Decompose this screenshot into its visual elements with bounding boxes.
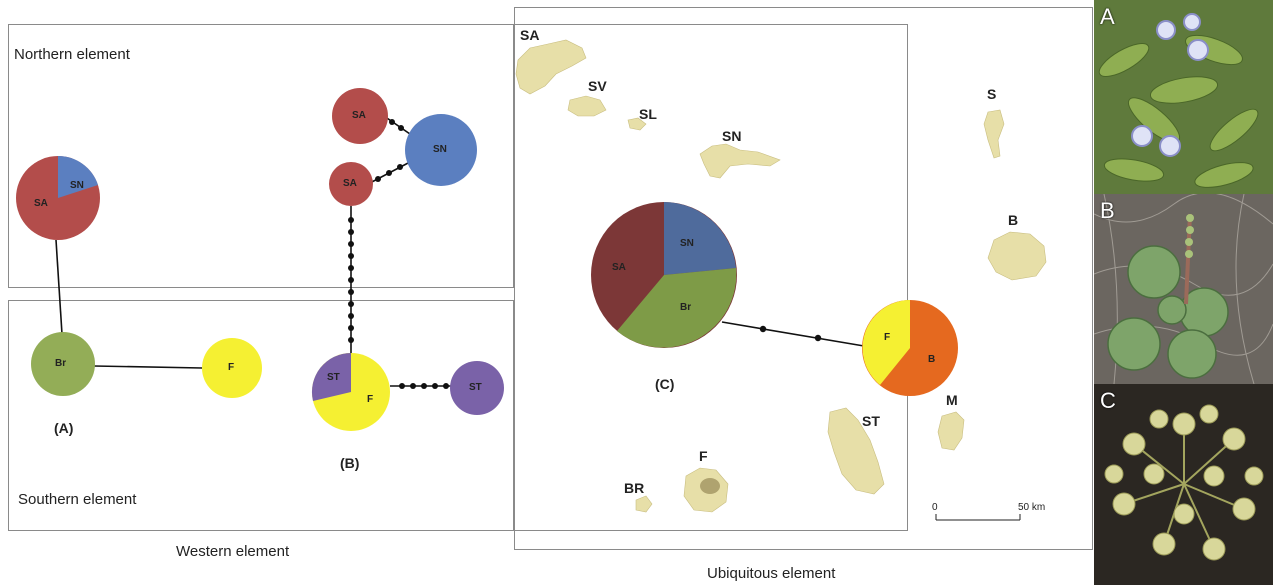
scale-label-start: 0 [932, 502, 938, 513]
node-label-st: ST [327, 372, 340, 383]
mutation-dot [759, 325, 767, 333]
node-b-sa-top [332, 88, 388, 144]
island-boa-vista [987, 231, 1047, 281]
ubiquitous-element-label: Ubiquitous element [707, 565, 836, 582]
photo-c-umbel-flowers: C [1094, 384, 1273, 585]
edge-sa-sn-1 [383, 115, 411, 135]
mutation-dot [348, 265, 354, 271]
mutation-dot [410, 383, 416, 389]
island-label-br: BR [624, 480, 645, 496]
island-label-b: B [1008, 212, 1019, 228]
node-label-br: Br [680, 302, 692, 313]
mutation-dot [348, 325, 354, 331]
mutation-dot [399, 383, 405, 389]
photo-label-c: C [1100, 388, 1116, 413]
edge-br-f [93, 365, 203, 369]
node-a-f [202, 338, 262, 398]
node-label-f: F [367, 394, 374, 405]
mutation-dot [348, 337, 354, 343]
northern-element-label: Northern element [14, 46, 130, 63]
node-b-sa-mid [329, 162, 373, 206]
edge-c-b [721, 321, 865, 347]
map-frame-line [514, 24, 908, 531]
island-shapes [515, 39, 1047, 513]
mutation-dot [432, 383, 438, 389]
mutation-dot [375, 176, 381, 182]
node-label-f: F [884, 332, 891, 343]
node-b-st-f-pie [311, 352, 390, 431]
mutation-dot [348, 253, 354, 259]
haplotype-network-diagram [16, 39, 1047, 521]
mutation-dot [398, 125, 404, 131]
island-santiago [827, 407, 885, 495]
island-brava [635, 495, 653, 513]
node-c-large-pie [591, 202, 737, 348]
island-label-s: S [987, 86, 997, 102]
node-label-b: B [928, 354, 936, 365]
southern-element-label: Southern element [18, 491, 137, 508]
island-sao-nicolau [699, 143, 781, 179]
photo-label-a: A [1100, 4, 1115, 29]
mutation-steps [348, 119, 822, 389]
mutation-dot [814, 334, 822, 342]
island-label-sl: SL [639, 106, 657, 122]
island-label-m: M [946, 392, 958, 408]
mutation-dot [348, 277, 354, 283]
fogo-crater [700, 478, 720, 494]
island-santa-luzia [627, 117, 647, 131]
node-label-sa: SA [612, 262, 626, 273]
node-label-sn: SN [680, 238, 694, 249]
scale-bar [935, 514, 1021, 521]
node-b-st-right [450, 361, 504, 415]
mutation-dot [348, 229, 354, 235]
ubiquitous-element-box [514, 7, 1093, 550]
scale-label-end: 50 km [1018, 502, 1046, 513]
photo-label-b: B [1100, 198, 1115, 223]
mutation-dot [348, 289, 354, 295]
node-c-f-b-pie [862, 300, 958, 396]
island-label-sv: SV [588, 78, 607, 94]
node-label-st: ST [469, 382, 482, 393]
island-sal [983, 109, 1005, 159]
mutation-dot [348, 241, 354, 247]
island-maio [937, 411, 965, 451]
node-label-sa: SA [343, 178, 357, 189]
northern-element-box [8, 24, 514, 288]
island-sao-vicente [567, 95, 607, 117]
island-label-st: ST [862, 413, 880, 429]
mutation-dot [397, 164, 403, 170]
mutation-dot [348, 313, 354, 319]
photo-a-flowering-plant: A [1094, 0, 1273, 194]
mutation-dot [348, 301, 354, 307]
mutation-dot [348, 217, 354, 223]
node-label-sn: SN [433, 144, 447, 155]
panel-label-b: (B) [340, 455, 360, 471]
node-label-sa: SA [352, 110, 366, 121]
node-a-sa-sn-pie [16, 155, 100, 240]
node-a-br [31, 332, 95, 396]
mutation-dot [443, 383, 449, 389]
mutation-dot [389, 119, 395, 125]
node-label-sa: SA [34, 198, 48, 209]
node-b-sn [405, 114, 477, 186]
southern-element-box [8, 300, 514, 531]
island-santo-antao [515, 39, 587, 95]
island-label-f: F [699, 448, 708, 464]
mutation-dot [421, 383, 427, 389]
photo-b-rosette-plant: B [1094, 194, 1273, 384]
mutation-dot [386, 170, 392, 176]
western-element-label: Western element [176, 543, 290, 560]
island-label-sn: SN [722, 128, 742, 144]
panel-label-c: (C) [655, 376, 675, 392]
edge-sa-br [55, 239, 63, 335]
node-label-br: Br [55, 358, 67, 369]
panel-label-a: (A) [54, 420, 74, 436]
island-label-sa: SA [520, 27, 540, 43]
node-label-f: F [228, 362, 235, 373]
node-label-sn: SN [70, 180, 84, 191]
